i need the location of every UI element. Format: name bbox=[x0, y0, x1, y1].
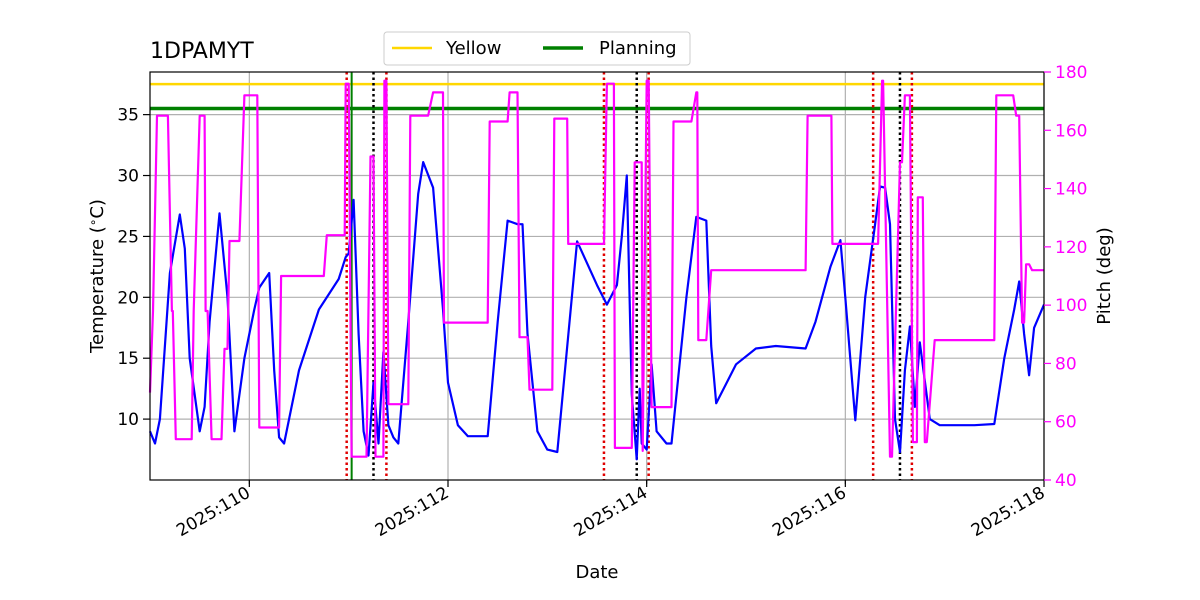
y-right-tick-label: 60 bbox=[1055, 413, 1077, 433]
y-right-tick-label: 120 bbox=[1055, 238, 1087, 258]
y-right-axis-label: Pitch (deg) bbox=[1094, 227, 1115, 325]
legend-label-yellow: Yellow bbox=[445, 38, 501, 59]
y-left-tick-label: 35 bbox=[117, 106, 139, 126]
y-left-axis-label: Temperature (∘C) bbox=[86, 199, 108, 354]
legend-box bbox=[383, 31, 691, 66]
series-group bbox=[148, 79, 1046, 461]
y-right-tick-label: 100 bbox=[1055, 296, 1087, 316]
y-right-tick-label: 180 bbox=[1055, 63, 1087, 83]
x-axis-label: Date bbox=[575, 562, 618, 583]
y-right-tick-label: 80 bbox=[1055, 354, 1077, 374]
legend-label-planning: Planning bbox=[599, 38, 677, 59]
chart-title: 1DPAMYT bbox=[150, 39, 254, 64]
y-right-tick-label: 160 bbox=[1055, 121, 1087, 141]
legend: Yellow Planning bbox=[383, 31, 691, 66]
y-right-tick-label: 140 bbox=[1055, 180, 1087, 200]
pitch-series bbox=[148, 79, 1044, 458]
y-left-tick-label: 15 bbox=[117, 349, 139, 369]
threshold-lines bbox=[150, 82, 1044, 111]
plot-frame bbox=[149, 71, 1045, 481]
y-right-tick-label: 40 bbox=[1055, 471, 1077, 491]
y-left-tick-label: 25 bbox=[117, 227, 139, 247]
y-left-tick-label: 10 bbox=[117, 410, 139, 430]
y-left-tick-label: 20 bbox=[117, 288, 139, 308]
y-left-tick-label: 30 bbox=[117, 167, 139, 187]
